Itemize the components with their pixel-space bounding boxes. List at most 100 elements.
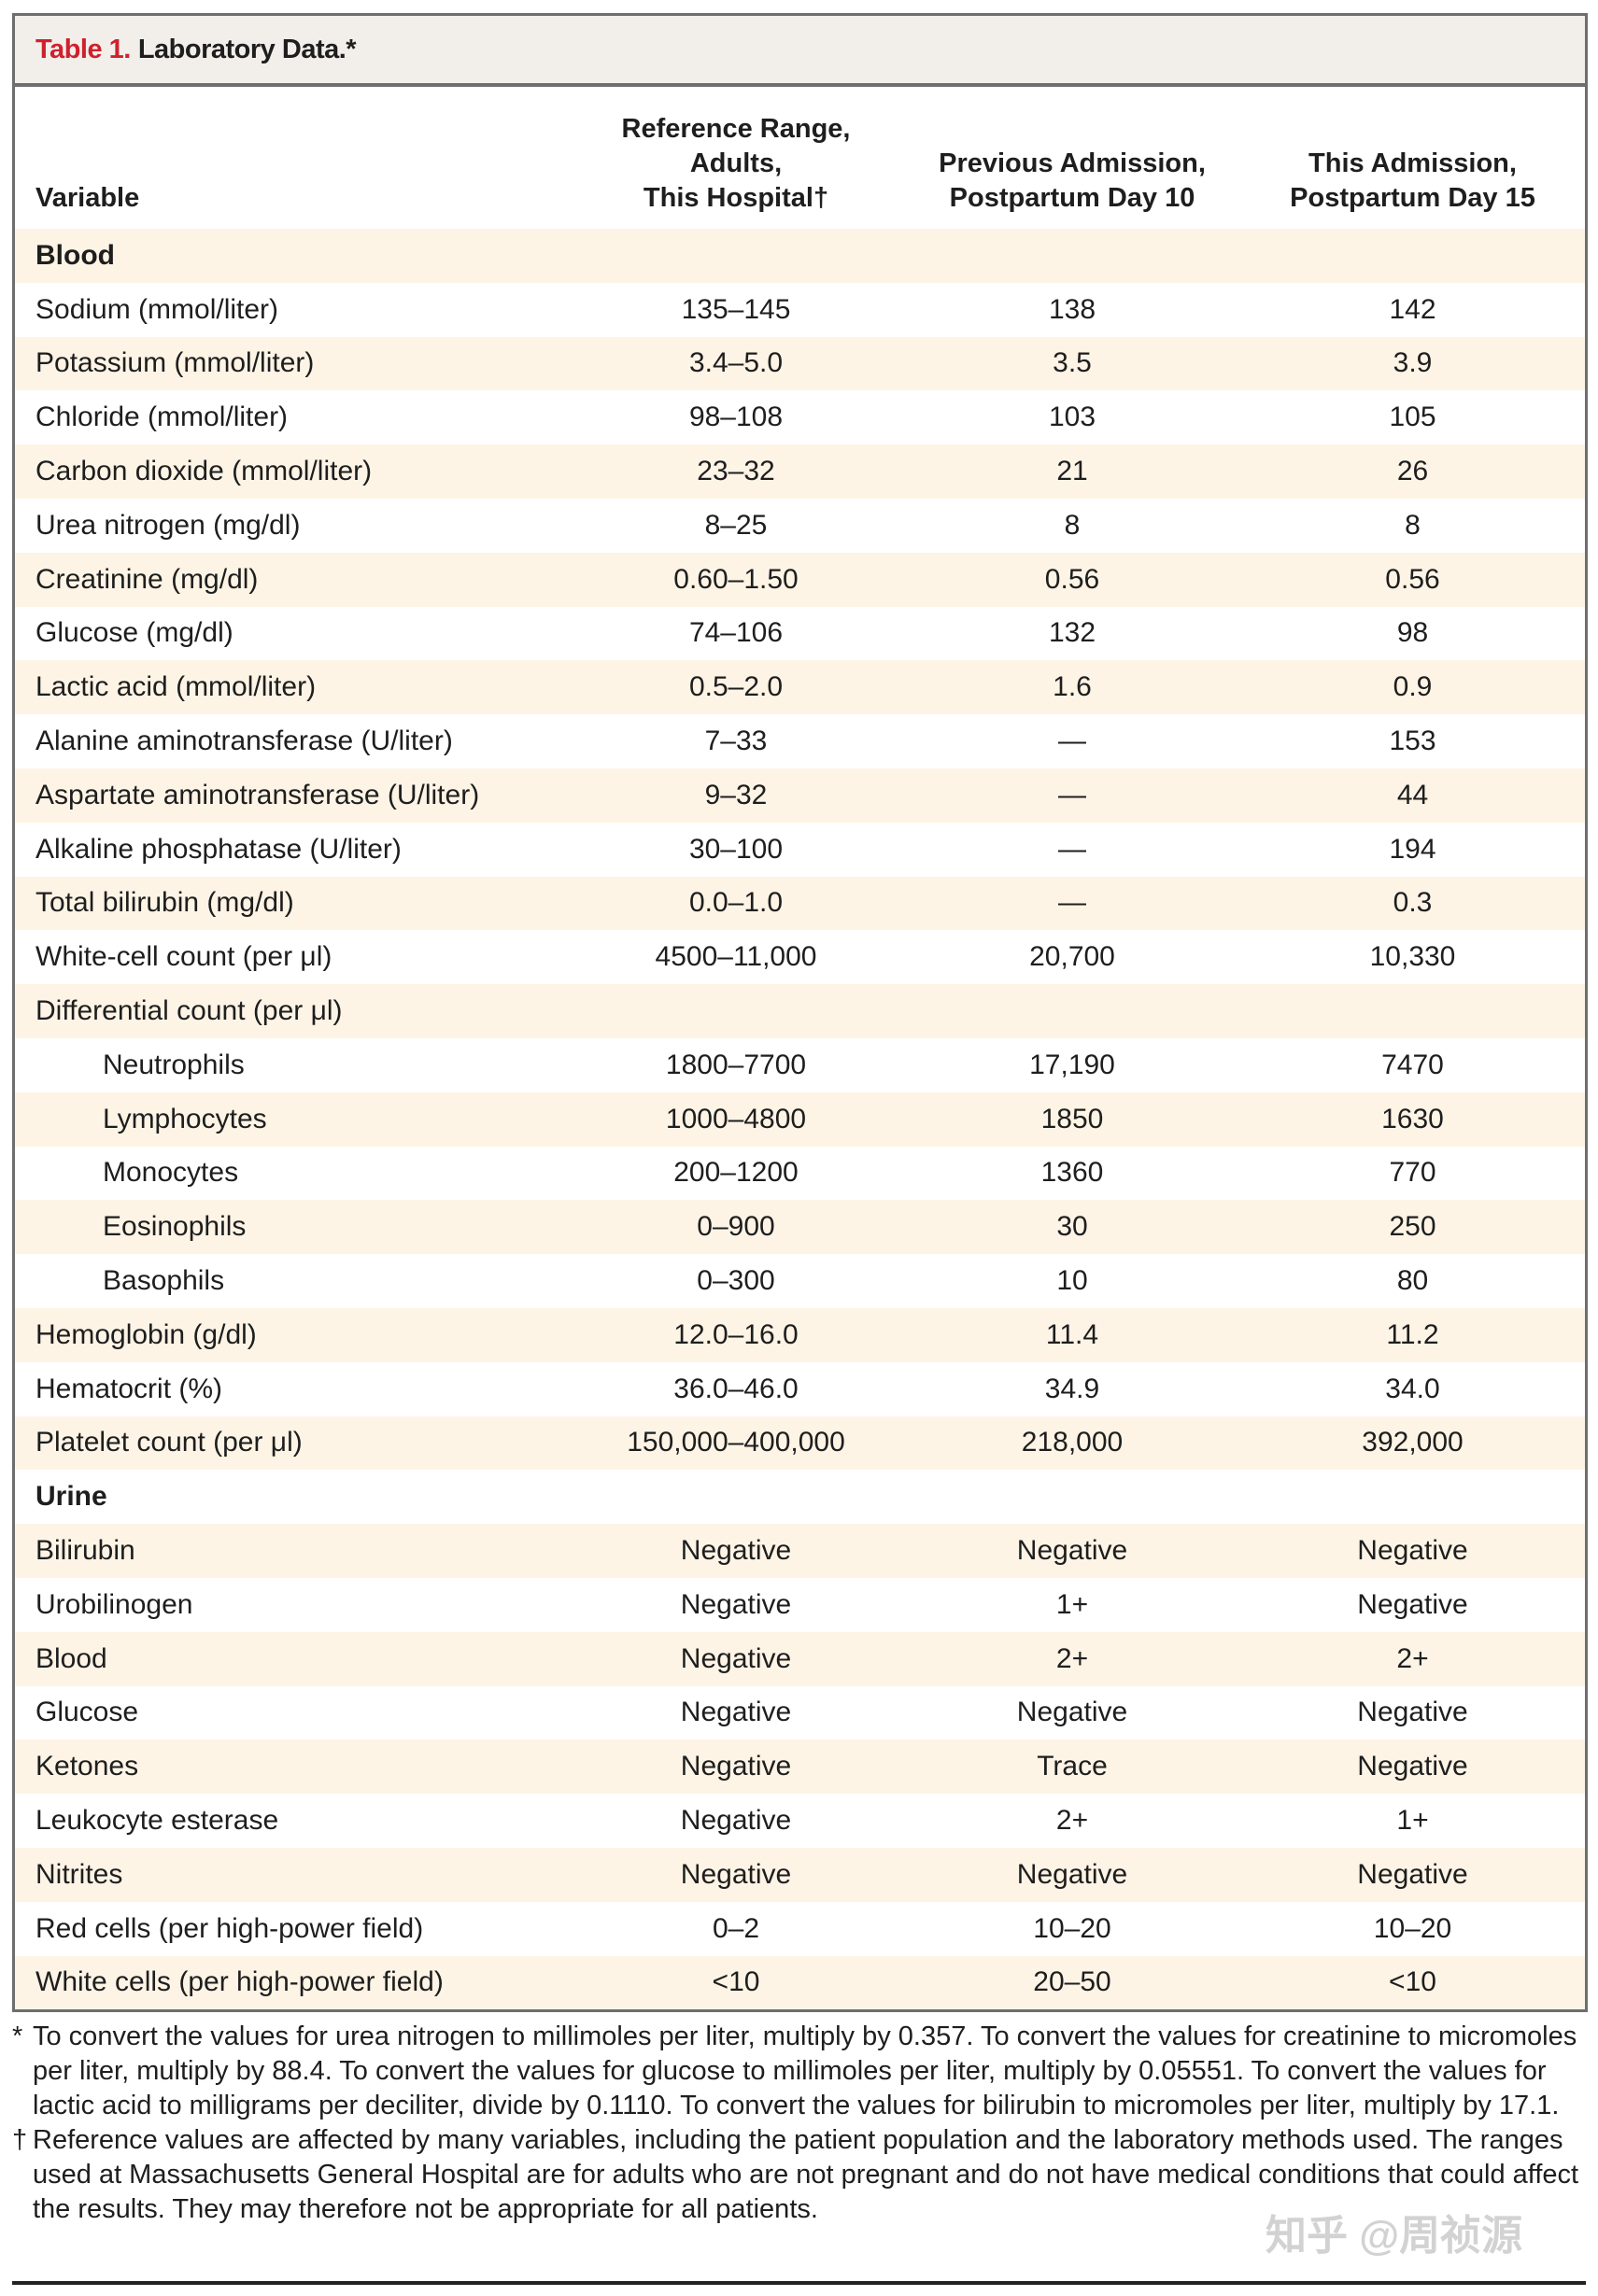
- variable-cell: Monocytes: [15, 1157, 568, 1189]
- table-row: Potassium (mmol/liter) 3.4–5.0 3.5 3.9: [15, 336, 1585, 391]
- value-cell: 17,190: [1029, 1049, 1115, 1080]
- value-cell: <10: [712, 1966, 760, 1998]
- footnote-mark: †: [12, 2125, 28, 2155]
- table-row: Lactic acid (mmol/liter) 0.5–2.0 1.6 0.9: [15, 660, 1585, 715]
- value-cell: Negative: [1357, 1588, 1468, 1620]
- variable-label: Basophils: [103, 1265, 225, 1297]
- table-row: Eosinophils 0–900 30 250: [15, 1200, 1585, 1255]
- value-cell: 4500–11,000: [655, 941, 817, 973]
- column-header-line: Postpartum Day 10: [949, 183, 1195, 213]
- value-cell: 0.0–1.0: [688, 887, 784, 919]
- variable-cell: Neutrophils: [15, 1049, 568, 1081]
- variable-cell: Platelet count (per μl): [35, 1427, 303, 1458]
- value-cell: 0–900: [697, 1211, 775, 1243]
- variable-label: Neutrophils: [103, 1049, 245, 1080]
- variable-cell: Total bilirubin (mg/dl): [35, 887, 294, 919]
- table-row: Nitrites Negative Negative Negative: [15, 1847, 1585, 1902]
- variable-cell: Sodium (mmol/liter): [35, 293, 279, 325]
- value-cell: 1000–4800: [665, 1103, 807, 1134]
- value-cell: 0–300: [697, 1265, 775, 1297]
- value-cell: 1800–7700: [665, 1049, 807, 1080]
- value-cell: Negative: [680, 1588, 792, 1620]
- value-cell: 30–100: [688, 833, 784, 865]
- variable-cell: Leukocyte esterase: [35, 1805, 279, 1836]
- value-cell: 0.3: [1393, 887, 1433, 919]
- value-cell: 0.5–2.0: [688, 671, 784, 703]
- value-cell: 1.6: [1053, 671, 1092, 703]
- table-row: Aspartate aminotransferase (U/liter) 9–32…: [15, 768, 1585, 823]
- value-cell: 770: [1389, 1157, 1436, 1189]
- value-cell: Negative: [680, 1642, 792, 1674]
- table-row: Sodium (mmol/liter) 135–145 138 142: [15, 283, 1585, 337]
- value-cell: 132: [1048, 617, 1096, 649]
- table-row: Total bilirubin (mg/dl) 0.0–1.0 — 0.3: [15, 876, 1585, 931]
- value-cell: 10,330: [1369, 941, 1456, 973]
- table-row: Glucose (mg/dl) 74–106 132 98: [15, 607, 1585, 661]
- value-cell: 7470: [1381, 1049, 1444, 1080]
- variable-cell: Glucose: [35, 1697, 139, 1728]
- variable-cell: Lactic acid (mmol/liter): [35, 671, 317, 703]
- value-cell: 0–2: [712, 1912, 760, 1944]
- variable-cell: Urine: [35, 1481, 107, 1513]
- value-cell: 26: [1396, 456, 1429, 487]
- value-cell: Negative: [680, 1535, 792, 1567]
- variable-cell: Basophils: [15, 1265, 568, 1297]
- value-cell: 200–1200: [673, 1157, 799, 1189]
- column-header-line: Previous Admission,: [939, 148, 1206, 178]
- table-caption: Laboratory Data.*: [137, 34, 357, 64]
- value-cell: 150,000–400,000: [627, 1427, 845, 1458]
- variable-label: Eosinophils: [103, 1211, 247, 1243]
- variable-cell: Urea nitrogen (mg/dl): [35, 509, 301, 541]
- laboratory-data-table: Table 1. Laboratory Data.* Variable Refer…: [12, 13, 1588, 2013]
- value-cell: 1+: [1396, 1805, 1429, 1836]
- variable-cell: Ketones: [35, 1751, 139, 1782]
- table-title: Table 1. Laboratory Data.*: [15, 16, 1585, 87]
- value-cell: —: [1058, 833, 1086, 865]
- value-cell: Negative: [680, 1697, 792, 1728]
- value-cell: 12.0–16.0: [673, 1318, 799, 1350]
- table-row: Neutrophils 1800–7700 17,190 7470: [15, 1038, 1585, 1092]
- footnote-text: To convert the values for urea nitrogen …: [33, 2021, 1577, 2120]
- value-cell: 250: [1389, 1211, 1436, 1243]
- footnote: † Reference values are affected by many v…: [12, 2123, 1586, 2227]
- variable-cell: Creatinine (mg/dl): [35, 563, 259, 595]
- table-row: White-cell count (per μl) 4500–11,000 20,7…: [15, 930, 1585, 984]
- value-cell: 1360: [1040, 1157, 1104, 1189]
- column-header: Previous Admission, Postpartum Day 10: [904, 147, 1240, 216]
- variable-cell: Red cells (per high-power field): [35, 1912, 424, 1944]
- column-header-line: Variable: [35, 183, 140, 213]
- table-row: Chloride (mmol/liter) 98–108 103 105: [15, 390, 1585, 444]
- value-cell: Negative: [1016, 1858, 1128, 1890]
- value-cell: 142: [1389, 293, 1436, 325]
- value-cell: 1630: [1381, 1103, 1444, 1134]
- value-cell: 30: [1056, 1211, 1088, 1243]
- table-row: Ketones Negative Trace Negative: [15, 1740, 1585, 1795]
- table-row: Urobilinogen Negative 1+ Negative: [15, 1578, 1585, 1632]
- section-row: Blood: [15, 229, 1585, 283]
- variable-cell: Carbon dioxide (mmol/liter): [35, 456, 373, 487]
- value-cell: Trace: [1037, 1751, 1108, 1782]
- value-cell: 74–106: [688, 617, 784, 649]
- value-cell: 2+: [1396, 1642, 1429, 1674]
- value-cell: —: [1058, 725, 1086, 757]
- variable-cell: Alanine aminotransferase (U/liter): [35, 725, 453, 757]
- value-cell: 0.60–1.50: [673, 563, 799, 595]
- table-row: Creatinine (mg/dl) 0.60–1.50 0.56 0.56: [15, 552, 1585, 607]
- table-row: Urea nitrogen (mg/dl) 8–25 8 8: [15, 499, 1585, 553]
- value-cell: —: [1058, 779, 1086, 810]
- variable-cell: Lymphocytes: [15, 1104, 568, 1135]
- table-row: Red cells (per high-power field) 0–2 10–20…: [15, 1902, 1585, 1956]
- column-header-line: This Hospital†: [643, 183, 829, 213]
- value-cell: 11.4: [1045, 1318, 1099, 1350]
- column-header: This Admission, Postpartum Day 15: [1240, 147, 1585, 216]
- value-cell: 3.4–5.0: [688, 347, 784, 379]
- value-cell: 20,700: [1029, 941, 1115, 973]
- value-cell: 2+: [1055, 1805, 1089, 1836]
- value-cell: 23–32: [697, 456, 775, 487]
- value-cell: 34.9: [1044, 1373, 1100, 1404]
- value-cell: 20–50: [1033, 1966, 1111, 1998]
- value-cell: <10: [1389, 1966, 1436, 1998]
- variable-cell: Hematocrit (%): [35, 1373, 223, 1404]
- table-row: Monocytes 200–1200 1360 770: [15, 1147, 1585, 1201]
- value-cell: 34.0: [1385, 1373, 1440, 1404]
